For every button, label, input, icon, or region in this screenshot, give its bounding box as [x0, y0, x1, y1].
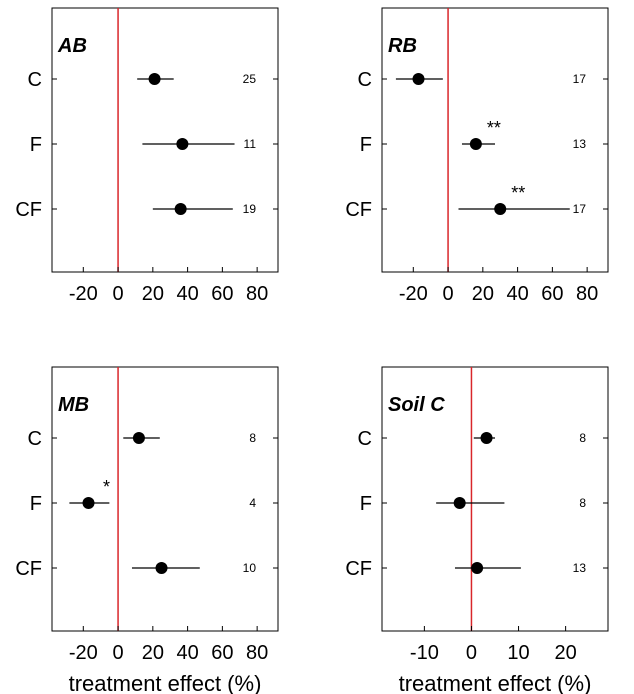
panel-title: Soil C: [388, 394, 445, 416]
sample-size-label: 25: [243, 72, 257, 86]
category-label: C: [28, 69, 42, 91]
sample-size-label: 19: [243, 202, 257, 216]
effect-point: [82, 497, 95, 509]
panel-title: MB: [58, 394, 89, 416]
x-tick-label: 0: [112, 283, 123, 305]
significance-marker: **: [511, 183, 525, 203]
effect-point: [132, 432, 145, 444]
x-tick-label: 10: [507, 642, 529, 664]
panel-ab: AB -20 0 20 40 60 80 C 25 F 11 CF 19: [15, 7, 279, 305]
panel-mb: MB -20 0 20 40 60 80 treatment effect (%) C 8 F * 4 C…: [15, 366, 279, 694]
significance-marker: *: [103, 477, 110, 497]
x-tick-label: -20: [399, 283, 428, 305]
category-label: F: [360, 493, 372, 515]
sample-size-label: 8: [579, 431, 586, 445]
category-label: F: [360, 134, 372, 156]
effect-point: [480, 432, 493, 444]
x-axis-label: treatment effect (%): [69, 671, 262, 694]
sample-size-label: 17: [573, 72, 587, 86]
sample-size-label: 17: [573, 202, 587, 216]
category-label: CF: [15, 199, 42, 221]
x-tick-label: 20: [555, 642, 577, 664]
panel-frame: [381, 7, 609, 273]
effect-point: [453, 497, 466, 509]
x-tick-label: 80: [576, 283, 598, 305]
category-label: CF: [345, 558, 372, 580]
sample-size-label: 13: [573, 137, 587, 151]
x-tick-label: -20: [69, 642, 98, 664]
category-label: CF: [15, 558, 42, 580]
panel-rb: RB -20 0 20 40 60 80 C 17 F ** 13 CF ** 17: [345, 7, 609, 305]
x-tick-label: 60: [211, 642, 233, 664]
panel-frame: [51, 366, 279, 632]
category-label: C: [358, 69, 372, 91]
category-label: C: [358, 428, 372, 450]
x-tick-label: 0: [112, 642, 123, 664]
x-tick-label: 20: [472, 283, 494, 305]
x-tick-label: 60: [541, 283, 563, 305]
sample-size-label: 11: [244, 137, 257, 151]
panel-title: AB: [57, 35, 87, 57]
effect-point: [174, 203, 187, 215]
x-tick-label: 80: [246, 283, 268, 305]
panel-frame: [381, 366, 609, 632]
sample-size-label: 10: [243, 561, 257, 575]
sample-size-label: 8: [579, 496, 586, 510]
x-axis-label: treatment effect (%): [399, 671, 592, 694]
effect-point: [176, 138, 189, 150]
effect-point: [148, 73, 161, 85]
x-tick-label: -10: [410, 642, 439, 664]
panel-frame: [51, 7, 279, 273]
x-tick-label: 20: [142, 642, 164, 664]
effect-point: [469, 138, 482, 150]
category-label: CF: [345, 199, 372, 221]
x-tick-label: 20: [142, 283, 164, 305]
x-tick-label: 0: [466, 642, 477, 664]
sample-size-label: 13: [573, 561, 587, 575]
category-label: C: [28, 428, 42, 450]
x-tick-label: 40: [506, 283, 528, 305]
x-tick-label: -20: [69, 283, 98, 305]
panel-title: RB: [388, 35, 417, 57]
x-tick-label: 40: [176, 283, 198, 305]
significance-marker: **: [487, 118, 501, 138]
effect-point: [412, 73, 425, 85]
sample-size-label: 4: [249, 496, 256, 510]
x-tick-label: 0: [442, 283, 453, 305]
x-tick-label: 80: [246, 642, 268, 664]
effect-point: [471, 562, 484, 574]
effect-point: [494, 203, 507, 215]
panel-soil-c: Soil C -10 0 10 20 treatment effect (%) C 8 F 8 CF…: [345, 366, 609, 694]
category-label: F: [30, 134, 42, 156]
effect-point: [155, 562, 168, 574]
sample-size-label: 8: [249, 431, 256, 445]
x-tick-label: 60: [211, 283, 233, 305]
x-tick-label: 40: [176, 642, 198, 664]
category-label: F: [30, 493, 42, 515]
